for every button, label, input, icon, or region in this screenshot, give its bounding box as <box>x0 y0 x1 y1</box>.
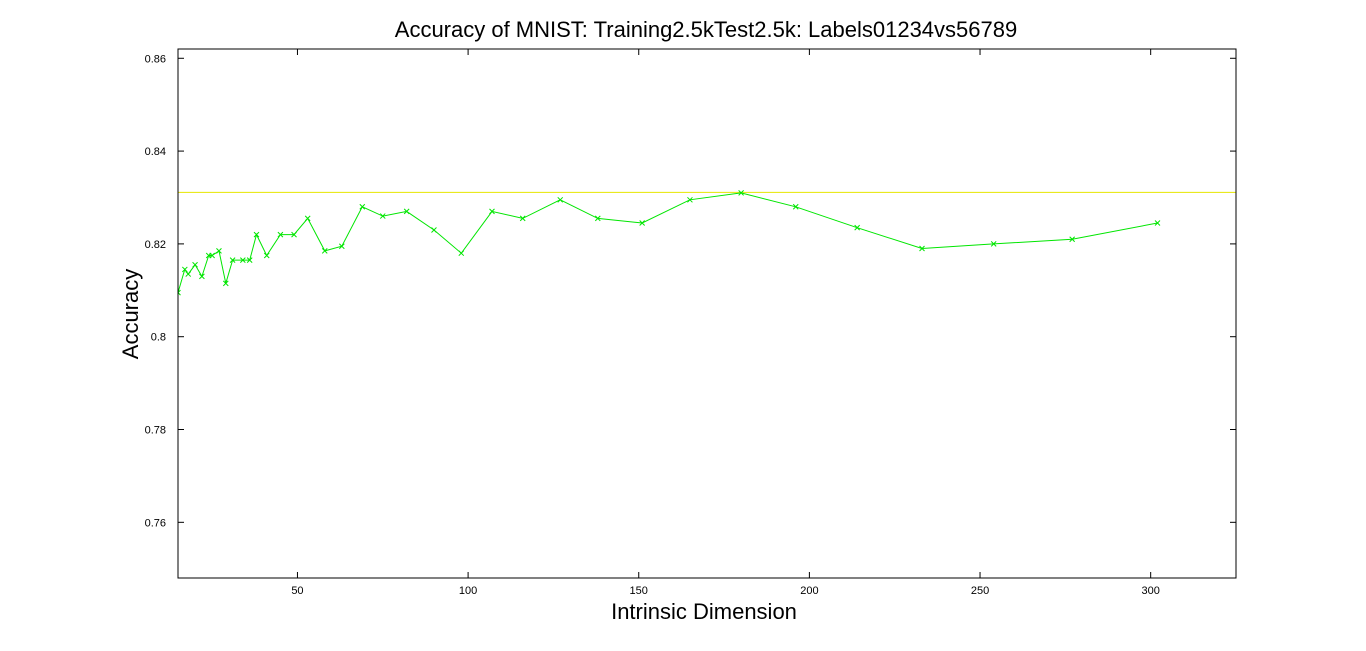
data-point <box>1154 220 1161 226</box>
data-point <box>919 245 925 252</box>
data-point <box>519 215 526 222</box>
y-tick-label: 0.76 <box>145 517 166 529</box>
data-point <box>403 208 410 215</box>
data-point <box>263 252 270 259</box>
y-axis-ticks: 0.76 0.78 0.8 0.82 0.84 0.86 <box>145 53 1236 529</box>
data-point <box>1069 236 1076 243</box>
x-tick-label: 100 <box>459 585 477 597</box>
x-tick-label: 200 <box>800 585 818 597</box>
data-point <box>209 252 215 259</box>
y-tick-label: 0.78 <box>145 425 166 437</box>
data-point <box>489 208 495 215</box>
data-point <box>594 215 601 222</box>
data-point <box>229 257 236 263</box>
data-point <box>291 231 297 238</box>
data-point <box>359 203 366 210</box>
data-point <box>379 213 386 219</box>
plot-area <box>178 49 1236 578</box>
y-axis-label: Accuracy <box>118 269 143 359</box>
y-tick-label: 0.84 <box>145 146 166 158</box>
data-point <box>639 220 646 226</box>
y-tick-label: 0.86 <box>145 53 166 65</box>
data-point <box>192 261 198 268</box>
x-tick-label: 150 <box>630 585 648 597</box>
data-point <box>253 231 260 238</box>
data-point <box>792 203 799 210</box>
data-point <box>431 227 437 233</box>
data-point <box>181 266 188 273</box>
data-point <box>178 289 181 296</box>
x-tick-label: 300 <box>1141 585 1159 597</box>
y-tick-label: 0.8 <box>151 332 166 344</box>
x-tick-label: 250 <box>971 585 989 597</box>
y-tick-label: 0.82 <box>145 239 166 251</box>
data-point <box>458 250 465 257</box>
data-point <box>277 231 284 238</box>
x-tick-label: 50 <box>291 585 303 597</box>
data-point <box>222 280 229 287</box>
data-point <box>990 241 997 247</box>
data-point <box>246 257 253 263</box>
data-point <box>738 189 744 196</box>
accuracy-series <box>178 189 1161 296</box>
x-axis-label: Intrinsic Dimension <box>611 599 797 624</box>
data-point <box>338 243 345 250</box>
data-point <box>304 215 311 222</box>
data-point <box>199 273 205 280</box>
x-axis-ticks: 50 100 150 200 250 300 <box>291 49 1160 597</box>
data-point <box>216 248 222 254</box>
data-point <box>185 271 192 277</box>
data-point <box>854 224 861 231</box>
chart-title: Accuracy of MNIST: Training2.5kTest2.5k:… <box>395 17 1017 42</box>
data-point <box>557 196 564 203</box>
plot-frame <box>177 48 1237 579</box>
data-point <box>239 257 246 263</box>
data-point <box>687 196 693 203</box>
data-point <box>321 248 328 254</box>
